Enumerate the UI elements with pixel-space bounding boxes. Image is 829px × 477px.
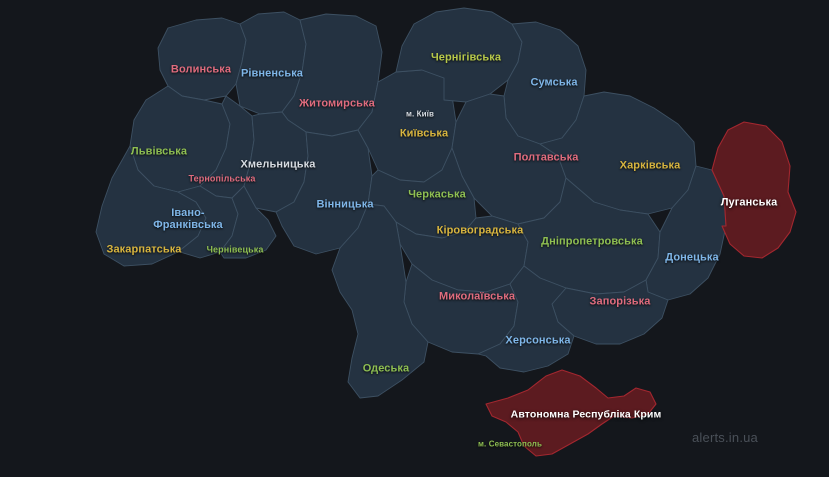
region-label-ivano[interactable]: Івано- Франківська [153,207,223,231]
region-label-poltava[interactable]: Полтавська [513,151,579,164]
region-label-dnipro[interactable]: Дніпропетровська [541,235,643,248]
regions-layer [95,7,797,457]
region-kherson[interactable] [477,265,575,373]
region-label-rivne[interactable]: Рівненська [240,67,304,80]
region-label-kharkiv[interactable]: Харківська [619,159,681,172]
region-label-volyn[interactable]: Волинська [170,63,232,76]
region-label-zhytomyr[interactable]: Житомирська [299,97,375,110]
region-luhansk[interactable] [711,121,797,259]
watermark: alerts.in.ua [692,430,758,445]
region-label-donetsk[interactable]: Донецька [665,251,719,264]
region-label-ternopil[interactable]: Тернопільська [188,173,256,184]
region-label-lviv[interactable]: Львівська [130,145,188,158]
region-label-cherkasy[interactable]: Черкаська [408,188,466,201]
region-crimea[interactable] [485,369,657,457]
region-label-sumy[interactable]: Сумська [530,76,578,89]
region-label-luhansk[interactable]: Луганська [720,196,778,209]
region-label-vinnytsia[interactable]: Вінницька [316,198,374,211]
region-label-kyiv[interactable]: Київська [399,127,449,140]
region-label-kirovohrad[interactable]: Кіровоградська [436,224,524,237]
region-label-sevastopol[interactable]: м. Севастополь [478,439,542,449]
region-label-crimea[interactable]: Автономна Республіка Крим [510,408,662,421]
region-chernivtsi[interactable] [219,185,277,259]
region-label-zakarpattia[interactable]: Закарпатська [106,243,182,256]
region-label-chernihiv[interactable]: Чернігівська [430,51,502,64]
region-label-kyiv_city[interactable]: м. Київ [405,109,435,119]
region-label-chernivtsi[interactable]: Чернівецька [206,244,264,255]
region-label-odesa[interactable]: Одеська [362,362,410,375]
region-label-mykolaiv[interactable]: Миколаївська [438,290,516,303]
region-volyn[interactable] [157,17,247,101]
region-odesa[interactable] [331,203,429,399]
region-label-kherson[interactable]: Херсонська [505,334,571,347]
region-label-khmelnytskyi[interactable]: Хмельницька [240,158,316,171]
region-ivano-frankivsk[interactable] [177,185,239,259]
region-label-zaporizhzhia[interactable]: Запорізька [589,295,651,308]
